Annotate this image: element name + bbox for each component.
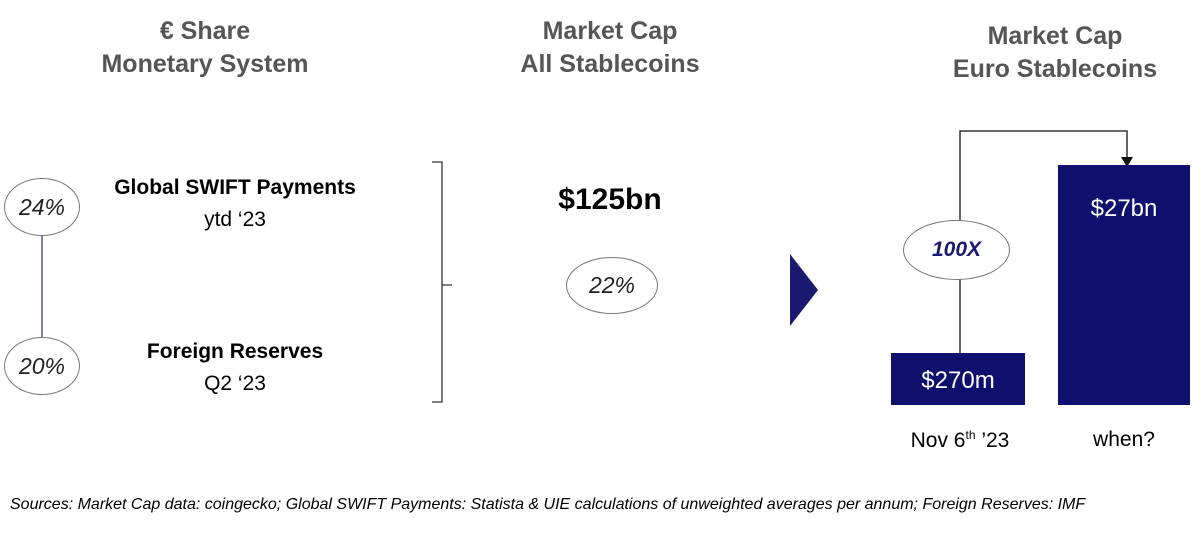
left-title-line1: € Share xyxy=(159,17,251,45)
arrow-triangle xyxy=(790,254,818,326)
stablecoin-share-value: 22% xyxy=(588,272,636,298)
connector-arrowhead xyxy=(1121,157,1133,167)
reserves-share-value: 20% xyxy=(18,352,66,379)
middle-title: Market Cap All Stablecoins xyxy=(460,15,760,81)
multiplier-oval: 100X xyxy=(903,220,1010,280)
right-title-line2: Euro Stablecoins xyxy=(952,55,1158,83)
bar-when-value-label: $27bn xyxy=(1090,195,1158,222)
category-label-when: when? xyxy=(1093,428,1155,451)
category-label-nov-2023: Nov 6th ’23 xyxy=(910,428,1010,452)
swift-share-oval: 24% xyxy=(4,178,80,236)
stablecoin-share-oval: 22% xyxy=(566,257,658,314)
left-title-line2: Monetary System xyxy=(101,50,309,78)
bar-nov-2023: $270m xyxy=(891,353,1025,405)
right-title-line1: Market Cap xyxy=(987,22,1123,50)
sources-footnote: Sources: Market Cap data: coingecko; Glo… xyxy=(10,496,1086,513)
swift-sublabel: ytd ‘23 xyxy=(204,208,266,231)
swift-share-value: 24% xyxy=(18,193,66,220)
right-brace xyxy=(432,161,452,403)
left-title: € Share Monetary System xyxy=(60,15,350,81)
middle-title-line2: All Stablecoins xyxy=(520,50,700,78)
bar-nov-2023-value-label: $270m xyxy=(921,367,995,394)
stablecoin-market-cap-value: $125bn xyxy=(558,183,662,216)
bar-when: $27bn xyxy=(1058,165,1190,405)
swift-label: Global SWIFT Payments xyxy=(114,176,356,199)
multiplier-value: 100X xyxy=(931,238,982,261)
reserves-share-oval: 20% xyxy=(4,337,80,395)
reserves-sublabel: Q2 ‘23 xyxy=(204,372,266,395)
right-title: Market Cap Euro Stablecoins xyxy=(905,20,1200,86)
reserves-label: Foreign Reserves xyxy=(146,340,324,363)
middle-title-line1: Market Cap xyxy=(542,17,678,45)
